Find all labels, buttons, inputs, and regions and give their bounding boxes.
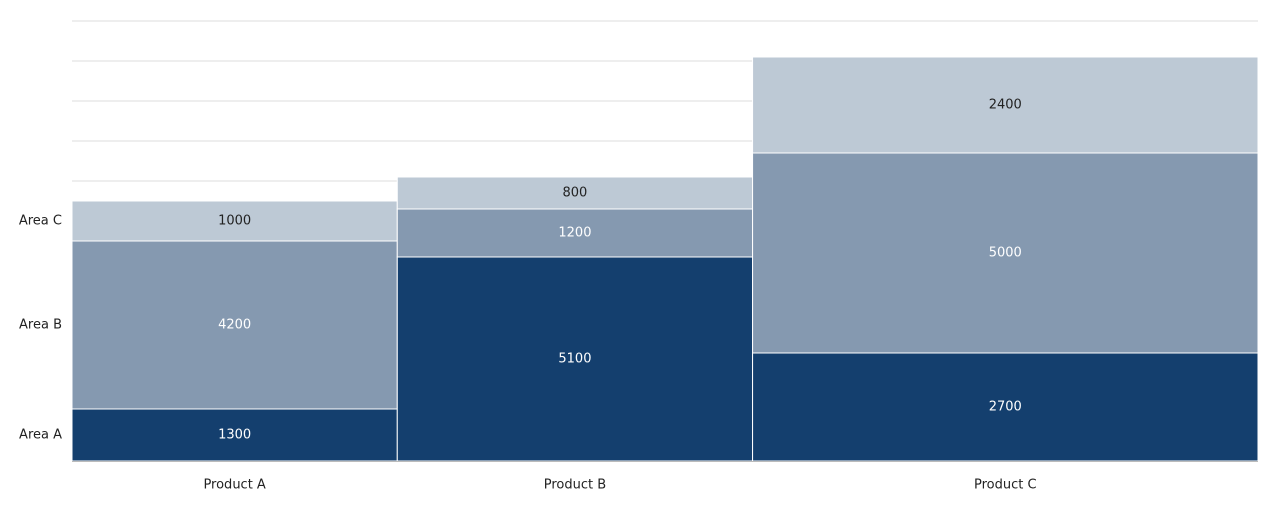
data-label: 1000 [218, 214, 251, 229]
series-label: Area A [19, 428, 62, 443]
x-tick-label: Product C [974, 478, 1037, 493]
data-label: 4200 [218, 318, 251, 333]
x-tick-label: Product A [203, 478, 265, 493]
segment [71, 408, 398, 462]
data-label: 5000 [989, 246, 1022, 261]
data-label: 2700 [989, 400, 1022, 415]
data-label: 800 [563, 186, 588, 201]
x-tick-label: Product B [544, 478, 606, 493]
segment [396, 176, 754, 210]
series-label: Area C [19, 214, 62, 229]
segment [752, 152, 1259, 354]
segment [71, 200, 398, 242]
segment [71, 240, 398, 410]
data-label: 5100 [558, 352, 591, 367]
segment [752, 352, 1259, 462]
series-label: Area B [19, 318, 62, 333]
segment [396, 208, 754, 258]
segment [396, 256, 754, 462]
data-label: 1300 [218, 428, 251, 443]
segment [752, 56, 1259, 154]
data-label: 1200 [558, 226, 591, 241]
data-label: 2400 [989, 98, 1022, 113]
